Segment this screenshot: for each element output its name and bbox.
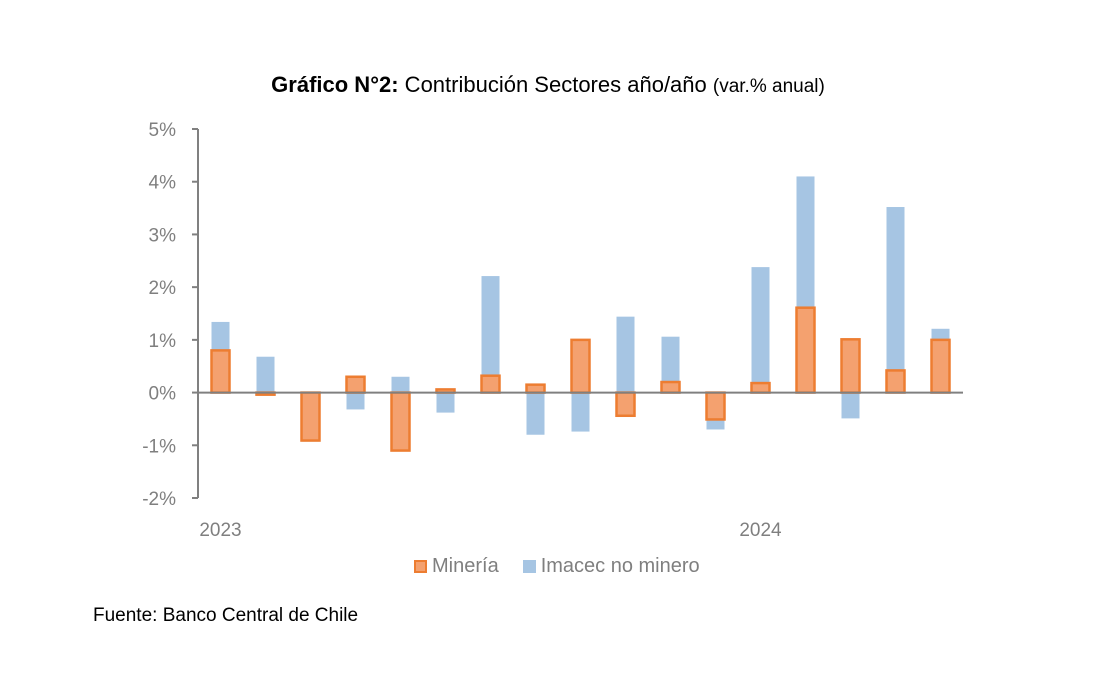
- y-tick-label: 0%: [149, 384, 177, 405]
- chart-title-main: Contribución Sectores año/año: [398, 72, 713, 97]
- source-note: Fuente: Banco Central de Chile: [93, 605, 359, 626]
- bar-mineria: [300, 391, 321, 442]
- bar-imacec-no-minero: [436, 392, 455, 413]
- bar-mineria: [660, 380, 681, 394]
- chart-title: Gráfico N°2: Contribución Sectores año/a…: [0, 72, 1096, 98]
- bar-imacec-no-minero: [391, 376, 410, 393]
- bar-imacec-no-minero: [211, 321, 230, 351]
- bar-imacec-no-minero: [526, 392, 545, 435]
- y-axis-ticks: 5% 4% 3% 2% 1% 0% -1% -2%: [142, 120, 198, 510]
- legend-label-imacec: Imacec no minero: [540, 555, 700, 577]
- bar-imacec-no-minero: [751, 267, 770, 384]
- legend-item-imacec: Imacec no minero: [522, 555, 700, 578]
- legend-item-mineria: Minería: [414, 555, 499, 578]
- bars: [210, 176, 951, 452]
- legend: Minería Imacec no minero: [414, 555, 724, 578]
- bar-imacec-no-minero: [571, 392, 590, 432]
- bar-mineria: [750, 381, 771, 394]
- bar-mineria: [570, 338, 591, 394]
- legend-label-mineria: Minería: [432, 555, 499, 577]
- y-tick-label: 4%: [149, 173, 177, 194]
- bar-imacec-no-minero: [616, 316, 635, 393]
- y-tick-label: -1%: [142, 436, 176, 457]
- y-tick-label: -2%: [142, 489, 176, 510]
- bar-imacec-no-minero: [706, 419, 725, 430]
- y-tick-label: 3%: [149, 225, 177, 246]
- bar-mineria: [390, 391, 411, 452]
- bar-mineria: [525, 383, 546, 394]
- x-tick-label: 2023: [199, 520, 241, 541]
- bar-imacec-no-minero: [931, 328, 950, 340]
- bar-mineria: [345, 375, 366, 394]
- y-tick-label: 5%: [149, 120, 177, 141]
- x-axis-labels: 2023 2024: [199, 520, 782, 541]
- bar-imacec-no-minero: [481, 276, 500, 376]
- bar-mineria: [840, 338, 861, 394]
- bar-mineria: [930, 338, 951, 394]
- bar-imacec-no-minero: [346, 392, 365, 410]
- bar-imacec-no-minero: [256, 356, 275, 393]
- bar-mineria: [615, 391, 636, 418]
- bar-mineria: [480, 374, 501, 394]
- legend-swatch-mineria: [414, 560, 427, 573]
- x-tick-label: 2024: [739, 520, 782, 541]
- legend-swatch-imacec: [522, 560, 536, 573]
- bar-mineria: [795, 306, 816, 394]
- bar-imacec-no-minero: [841, 392, 860, 419]
- bar-mineria: [705, 391, 726, 421]
- chart-title-unit: (var.% anual): [712, 76, 825, 97]
- bar-mineria: [210, 349, 231, 394]
- y-tick-label: 1%: [149, 331, 177, 352]
- chart-title-bold: Gráfico N°2:: [271, 72, 399, 97]
- y-tick-label: 2%: [149, 278, 177, 299]
- bar-imacec-no-minero: [796, 176, 815, 308]
- bar-imacec-no-minero: [886, 207, 905, 371]
- bar-imacec-no-minero: [661, 336, 680, 383]
- bar-mineria: [885, 369, 906, 394]
